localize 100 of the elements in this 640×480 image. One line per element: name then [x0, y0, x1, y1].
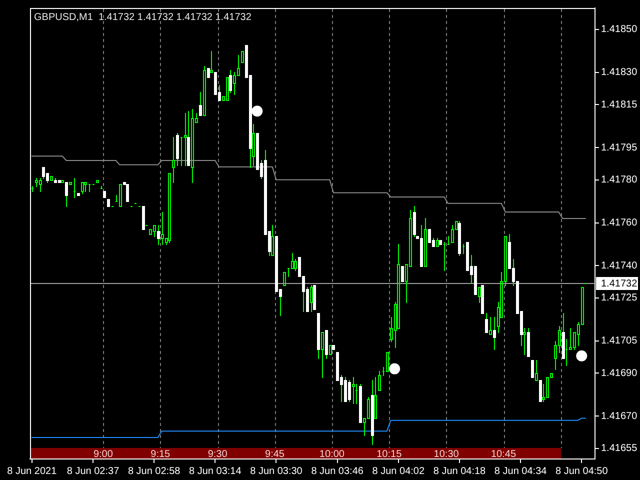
candlestick: [77, 193, 80, 196]
y-tick-label: 1.41830: [601, 67, 638, 78]
candlestick: [241, 51, 244, 63]
candlestick: [39, 178, 42, 192]
candlestick: [65, 182, 68, 208]
candlestick: [157, 224, 160, 246]
x-tick-label: 8 Jun 03:14: [189, 466, 242, 477]
candlestick: [291, 252, 294, 269]
candlestick: [439, 240, 442, 245]
candlestick: [451, 224, 454, 243]
candlestick: [523, 328, 526, 356]
candlestick: [481, 285, 484, 314]
x-tick-label: 8 Jun 02:58: [128, 466, 181, 477]
candlestick: [458, 220, 461, 256]
candlestick: [546, 377, 549, 398]
x2-tick-label: 9:30: [208, 448, 228, 460]
candlestick: [474, 266, 477, 295]
candlestick: [485, 312, 488, 333]
y-tick-label: 1.41690: [601, 368, 638, 379]
candlestick: [527, 328, 530, 357]
candlestick: [535, 360, 538, 381]
x2-tick-label: 9:45: [265, 448, 285, 460]
candlestick: [317, 313, 320, 360]
candlestick: [176, 132, 179, 166]
x2-tick-label: 10:15: [376, 448, 402, 460]
candlestick: [325, 330, 328, 360]
y-tick-label: 1.41725: [601, 292, 638, 304]
candlestick: [58, 180, 61, 183]
candlestick: [569, 328, 572, 350]
y-tick-label: 1.41815: [601, 99, 638, 110]
candlestick: [119, 184, 122, 207]
candlestick: [539, 380, 542, 402]
x-tick-label: 8 Jun 03:46: [311, 466, 364, 477]
candlestick: [424, 218, 427, 267]
candlestick: [313, 285, 316, 310]
candlestick: [187, 110, 190, 166]
candlestick: [478, 287, 481, 304]
candlestick: [142, 206, 145, 230]
candlestick: [96, 180, 99, 183]
candlestick: [81, 182, 84, 194]
y-tick-label: 1.41780: [601, 174, 638, 186]
candlestick: [84, 182, 87, 192]
point: [250, 104, 264, 118]
candlestick: [371, 380, 374, 446]
x-tick-label: 8 Jun 02:37: [66, 466, 120, 477]
candlestick: [168, 173, 171, 244]
x-tick-label: 8 Jun 04:34: [494, 466, 548, 477]
point: [575, 349, 588, 362]
candlestick: [329, 345, 332, 355]
candlestick: [61, 180, 64, 183]
candlestick: [436, 238, 439, 247]
chart-title: GBPUSD,M1 1.41732 1.41732 1.41732 1.41732: [34, 12, 252, 23]
candlestick: [126, 184, 129, 202]
candlestick: [54, 178, 57, 183]
candlestick: [367, 396, 370, 419]
candlestick: [336, 352, 339, 381]
y-tick-label: 1.41760: [601, 218, 638, 229]
x2-tick-label: 10:00: [319, 448, 345, 460]
candlestick: [348, 380, 351, 402]
candlestick: [50, 176, 53, 181]
candlestick: [493, 316, 496, 350]
candlestick: [69, 182, 72, 185]
candlestick: [531, 360, 534, 378]
candlestick: [294, 258, 297, 272]
candlestick: [420, 224, 423, 267]
candlestick: [283, 272, 286, 286]
x-tick-label: 8 Jun 04:18: [433, 466, 486, 477]
candlestick: [35, 178, 38, 188]
candlestick: [172, 136, 175, 184]
candlestick: [378, 370, 381, 391]
candlestick: [207, 68, 210, 78]
x2-tick-label: 9:00: [93, 448, 114, 460]
candlestick: [233, 72, 236, 96]
candlestick: [42, 167, 45, 180]
candlestick: [210, 50, 213, 73]
y-tick-label: 1.41795: [601, 142, 638, 154]
x2-tick-label: 10:45: [490, 448, 516, 460]
x2-tick-label: 9:15: [150, 448, 171, 460]
candlestick: [103, 191, 106, 198]
y-tick-label: 1.41850: [601, 24, 638, 36]
candlestick: [153, 225, 156, 238]
x-tick-label: 8 Jun 03:30: [250, 466, 303, 477]
candlestick: [161, 212, 164, 246]
y-tick-label: 1.41670: [601, 410, 638, 422]
candlestick: [310, 284, 313, 312]
y-tick-label: 1.41740: [601, 260, 638, 272]
candlestick: [252, 124, 255, 166]
candlestick: [374, 376, 377, 419]
candlestick: [271, 224, 274, 256]
candlestick: [332, 345, 335, 350]
candlestick: [428, 229, 431, 243]
x-tick-label: 8 Jun 04:02: [372, 466, 425, 477]
candlestick: [184, 112, 187, 166]
point: [388, 362, 402, 376]
candlestick: [107, 199, 110, 207]
x-tick-label: 8 Jun 2021: [7, 466, 58, 477]
x-tick-label: 8 Jun 04:50: [556, 466, 608, 477]
candlestick: [466, 242, 469, 271]
candlestick: [401, 266, 404, 282]
candlestick: [359, 384, 362, 423]
